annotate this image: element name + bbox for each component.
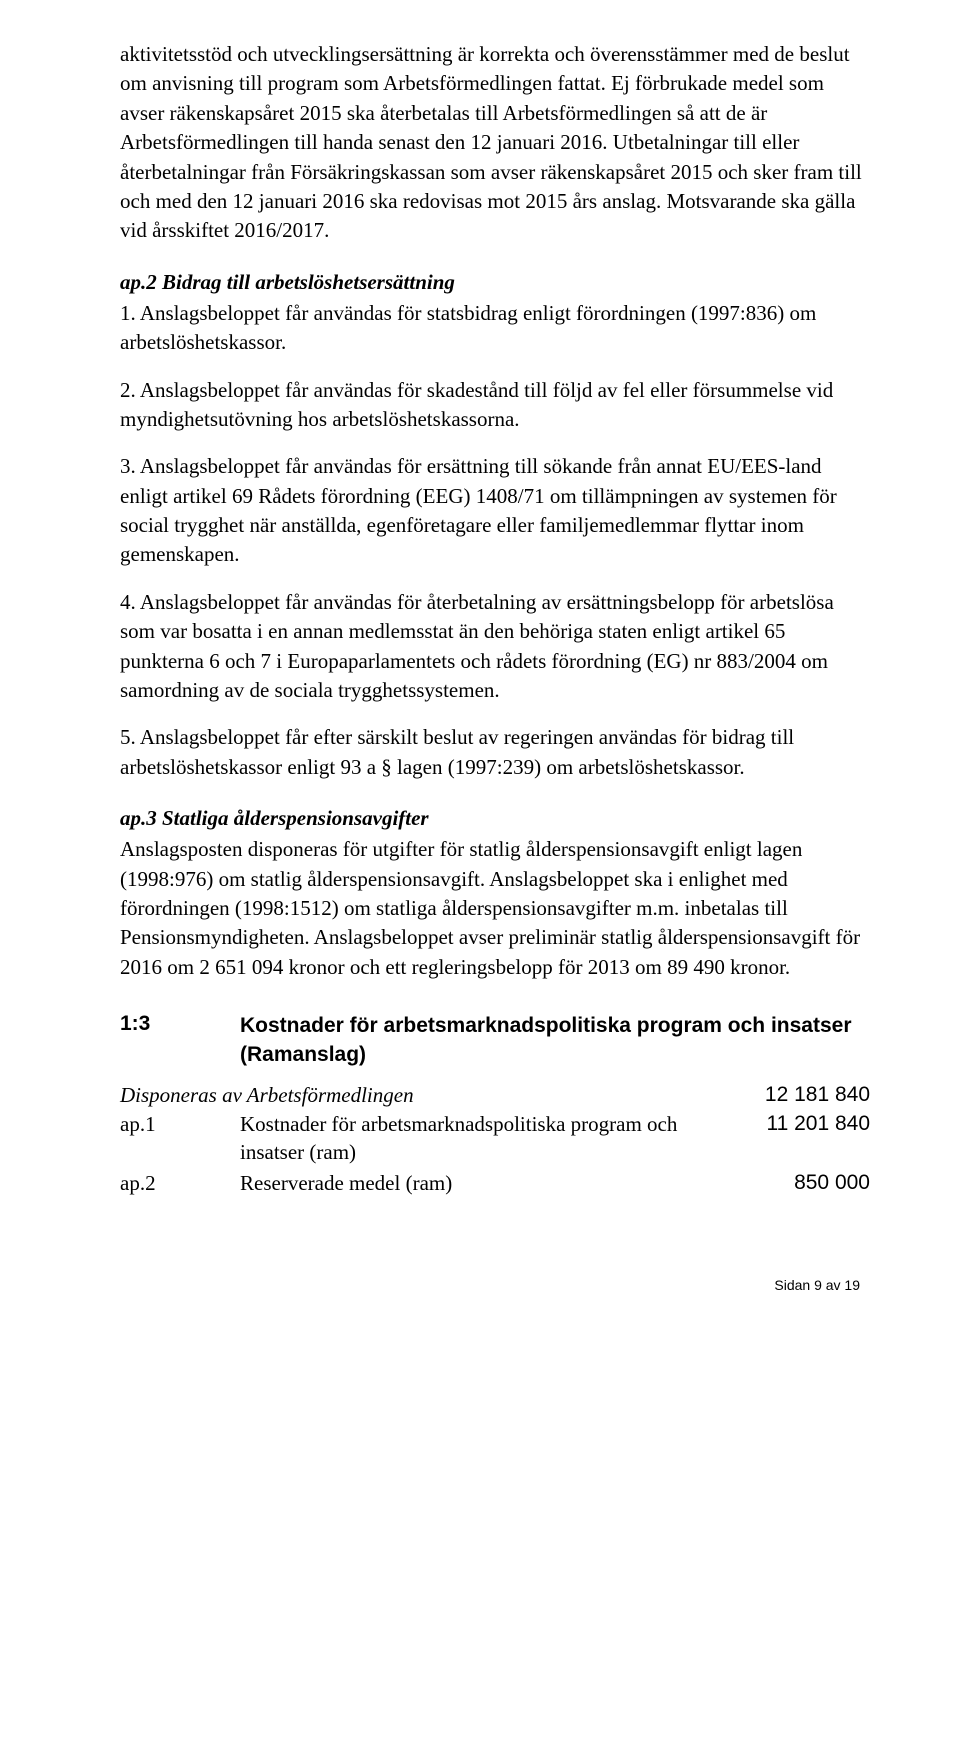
ap-label: ap.2 — [120, 1169, 240, 1197]
ap2-item5: 5. Anslagsbeloppet får efter särskilt be… — [120, 723, 870, 782]
table-row: ap.1 Kostnader för arbetsmarknadspolitis… — [120, 1110, 870, 1167]
section-number: 1:3 — [120, 1012, 240, 1036]
ap2-item3: 3. Anslagsbeloppet får användas för ersä… — [120, 452, 870, 570]
ap3-heading: ap.3 Statliga ålderspensionsavgifter — [120, 806, 870, 831]
ap-label: ap.1 — [120, 1110, 240, 1167]
page-footer: Sidan 9 av 19 — [120, 1277, 870, 1293]
ap2-item1: 1. Anslagsbeloppet får användas för stat… — [120, 299, 870, 358]
ap2-heading: ap.2 Bidrag till arbetslöshetsersättning — [120, 270, 870, 295]
table-row: ap.2 Reserverade medel (ram) 850 000 — [120, 1169, 870, 1197]
ap-text: Reserverade medel (ram) — [240, 1169, 730, 1197]
disponeras-label: Disponeras av Arbetsförmedlingen — [120, 1083, 414, 1108]
ap-amount: 11 201 840 — [730, 1110, 870, 1167]
ap-text: Kostnader för arbetsmarknadspolitiska pr… — [240, 1110, 730, 1167]
ap3-body: Anslagsposten disponeras för utgifter fö… — [120, 835, 870, 982]
ap2-item2: 2. Anslagsbeloppet får användas för skad… — [120, 376, 870, 435]
ap2-item4: 4. Anslagsbeloppet får användas för åter… — [120, 588, 870, 706]
disponeras-line: Disponeras av Arbetsförmedlingen 12 181 … — [120, 1083, 870, 1108]
page-content: aktivitetsstöd och utvecklingsersättning… — [0, 0, 960, 1333]
section-title: Kostnader för arbetsmarknadspolitiska pr… — [240, 1012, 870, 1069]
ap-amount: 850 000 — [730, 1169, 870, 1197]
disponeras-amount: 12 181 840 — [765, 1083, 870, 1108]
section-header: 1:3 Kostnader för arbetsmarknadspolitisk… — [120, 1012, 870, 1069]
paragraph-intro: aktivitetsstöd och utvecklingsersättning… — [120, 40, 870, 246]
